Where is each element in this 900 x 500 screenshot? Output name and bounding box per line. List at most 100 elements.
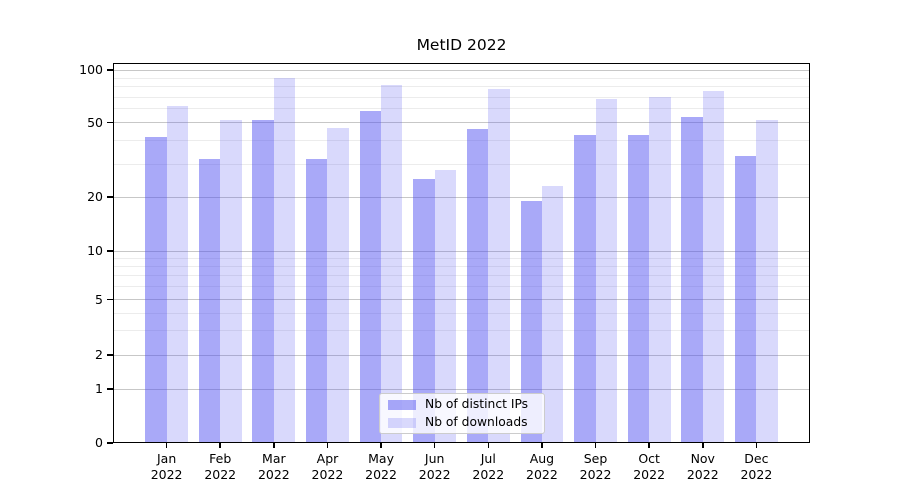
bar-ips-feb [198,158,221,443]
x-tick-label-aug: Aug 2022 [507,451,577,482]
x-tick-month-apr: Apr [316,451,339,466]
x-tick-jan [165,443,168,448]
x-tick-dec [755,443,758,448]
minor-gridline-70 [113,96,810,98]
x-tick-month-sep: Sep [583,451,608,466]
bar-ips-jul [466,129,489,443]
x-tick-label-nov: Nov 2022 [668,451,738,482]
x-tick-year-aug: 2022 [526,466,558,482]
x-tick-year-sep: 2022 [579,466,612,482]
x-tick-year-jan: 2022 [150,466,183,482]
y-tick-100 [107,69,113,71]
major-gridline-100 [113,69,810,71]
x-tick-may [380,443,382,448]
bar-downloads-nov [702,90,725,443]
bar-ips-nov [681,116,703,443]
x-tick-label-sep: Sep 2022 [561,451,631,482]
x-tick-year-jun: 2022 [418,466,451,482]
x-tick-month-jan: Jan [156,451,177,466]
y-tick-50 [107,121,113,124]
y-tick-label-100: 100 [79,62,103,77]
x-tick-year-oct: 2022 [633,466,666,482]
x-tick-month-may: May [368,451,394,466]
major-gridline-5 [113,299,810,300]
major-gridline-2 [113,354,810,356]
minor-gridline-7 [113,275,810,277]
minor-gridline-80 [113,86,810,88]
legend: Nb of distinct IPs Nb of downloads [379,393,545,434]
chart-title: MetID 2022 [416,36,507,54]
x-tick-label-mar: Mar 2022 [239,451,309,482]
x-tick-year-mar: 2022 [257,466,290,482]
x-tick-year-apr: 2022 [311,466,344,482]
y-tick-2 [107,354,113,356]
y-tick-label-20: 20 [87,189,103,204]
x-tick-month-mar: Mar [262,451,286,466]
x-tick-jun [433,443,436,448]
bar-downloads-apr [327,127,349,443]
bar-ips-mar [252,119,274,443]
y-tick-label-5: 5 [95,291,103,307]
x-tick-nov [702,443,704,448]
bar-downloads-jul [488,88,510,443]
bar-ips-aug [520,200,542,443]
x-tick-month-jul: Jul [480,451,496,466]
x-tick-label-jul: Jul 2022 [453,451,523,482]
minor-gridline-60 [113,108,810,110]
y-tick-label-10: 10 [87,243,103,258]
x-tick-apr [326,443,329,448]
x-tick-year-may: 2022 [365,466,397,482]
x-tick-month-aug: Aug [529,451,555,466]
minor-gridline-40 [113,140,810,142]
legend-swatch-distinct-ips [388,399,416,410]
x-tick-jul [487,443,490,448]
bar-downloads-mar [273,78,296,443]
x-tick-label-may: May 2022 [346,451,416,482]
bar-ips-apr [306,158,328,443]
minor-gridline-4 [113,312,810,314]
x-tick-label-jun: Jun 2022 [400,451,470,482]
x-tick-year-nov: 2022 [686,466,719,482]
major-gridline-10 [113,250,810,252]
legend-label-downloads: Nb of downloads [425,415,528,429]
bar-ips-sep [574,134,596,443]
x-tick-aug [541,443,543,448]
minor-gridline-30 [113,163,810,165]
x-tick-label-dec: Dec 2022 [721,451,791,482]
y-tick-label-1: 1 [95,381,103,396]
bar-ips-dec [734,156,757,443]
x-tick-label-oct: Oct 2022 [614,451,684,482]
y-tick-10 [107,250,113,252]
legend-item-distinct-ips: Nb of distinct IPs [380,396,544,413]
legend-swatch-downloads [388,417,416,428]
x-tick-sep [594,443,597,448]
legend-item-downloads: Nb of downloads [380,414,544,431]
x-tick-label-feb: Feb 2022 [185,451,255,482]
x-tick-year-jul: 2022 [472,466,505,482]
minor-gridline-8 [113,266,810,268]
bar-downloads-oct [649,97,671,443]
x-tick-label-jan: Jan 2022 [132,451,202,482]
x-tick-month-feb: Feb [209,451,232,466]
major-gridline-20 [113,196,810,198]
bar-ips-oct [627,134,650,443]
y-tick-0 [107,442,113,444]
bar-downloads-sep [595,99,617,443]
x-tick-month-dec: Dec [744,451,769,466]
x-tick-mar [273,443,275,448]
plot-area: Nb of distinct IPs Nb of downloads 0 1 2 5 1… [79,62,810,482]
bar-downloads-may [381,85,403,443]
minor-gridline-90 [113,77,810,79]
bar-downloads-jan [166,106,188,443]
minor-gridline-6 [113,286,810,288]
y-tick-5 [107,298,113,301]
x-tick-year-feb: 2022 [204,466,237,482]
x-tick-month-jun: Jun [424,451,445,466]
x-tick-label-apr: Apr 2022 [292,451,362,482]
bar-downloads-dec [756,119,778,443]
y-tick-label-50: 50 [87,114,103,130]
y-tick-20 [107,196,113,198]
major-gridline-1 [113,388,810,390]
bar-downloads-jun [434,169,457,443]
